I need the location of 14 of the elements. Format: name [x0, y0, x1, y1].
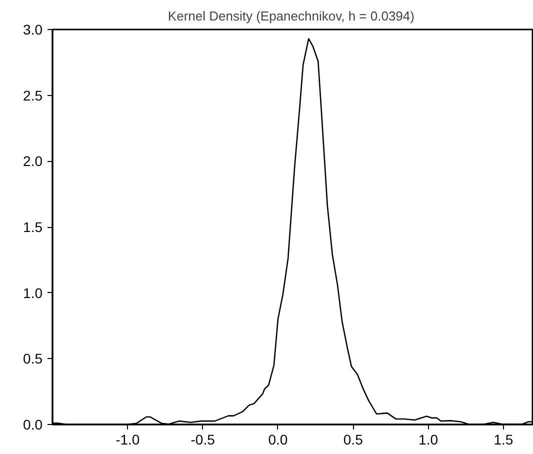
y-tick-label: 1.5: [23, 219, 43, 235]
x-tick-label: 0.5: [343, 432, 364, 448]
y-tick-label: 0.5: [23, 350, 43, 367]
y-tick-label: 2.5: [23, 87, 43, 104]
y-tick-label: 2.0: [23, 153, 43, 170]
y-tick-label: 3.0: [23, 22, 43, 38]
x-tick-label: 0.0: [268, 432, 288, 448]
y-tick-label: 0.0: [23, 416, 43, 432]
x-tick-label: -1.0: [116, 432, 140, 448]
x-tick-label: 1.0: [418, 432, 438, 448]
y-tick-label: 1.0: [23, 284, 43, 301]
x-tick-label: -0.5: [190, 432, 216, 448]
x-tick-label: 1.5: [494, 432, 514, 448]
chart-title: Kernel Density (Epanechnikov, h = 0.0394): [168, 8, 414, 24]
